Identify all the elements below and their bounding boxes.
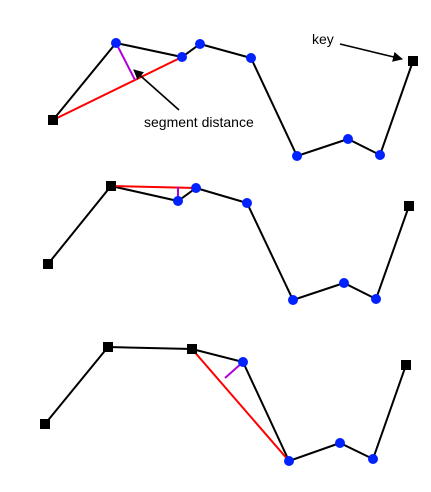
simplified-segment: [191, 348, 290, 462]
segment-distance-label: segment distance: [144, 114, 254, 130]
panel-step-1: [48, 38, 418, 161]
key-point: [48, 115, 58, 125]
vertex-point: [238, 357, 248, 367]
simplified-segment: [52, 56, 183, 121]
vertex-point: [292, 151, 302, 161]
vertex-point: [191, 183, 201, 193]
key-point: [408, 56, 418, 66]
vertex-point: [284, 456, 294, 466]
polyline: [52, 41, 414, 158]
key-point: [187, 344, 197, 354]
polyline: [47, 184, 410, 302]
vertex-point: [195, 39, 205, 49]
key-point: [43, 259, 53, 269]
key-arrow: [339, 43, 403, 62]
key-point: [404, 201, 414, 211]
polyline: [44, 345, 407, 463]
vertex-point: [368, 454, 378, 464]
vertex-point: [375, 150, 385, 160]
vertex-point: [111, 38, 121, 48]
vertex-point: [371, 294, 381, 304]
key-point: [40, 419, 50, 429]
vertex-point: [242, 198, 252, 208]
panel-step-3: [40, 342, 411, 466]
key-label: key: [312, 31, 334, 47]
vertex-point: [246, 53, 256, 63]
vertex-point: [177, 52, 187, 62]
key-point: [401, 360, 411, 370]
vertex-point: [335, 438, 345, 448]
key-point: [103, 342, 113, 352]
vertex-point: [288, 295, 298, 305]
simplified-segment: [110, 185, 197, 189]
key-point: [106, 181, 116, 191]
distance-arrow: [133, 69, 180, 111]
vertex-point: [343, 134, 353, 144]
distance-segment: [115, 42, 136, 81]
vertex-point: [339, 278, 349, 288]
vertex-point: [173, 196, 183, 206]
panel-step-2: [43, 181, 414, 305]
